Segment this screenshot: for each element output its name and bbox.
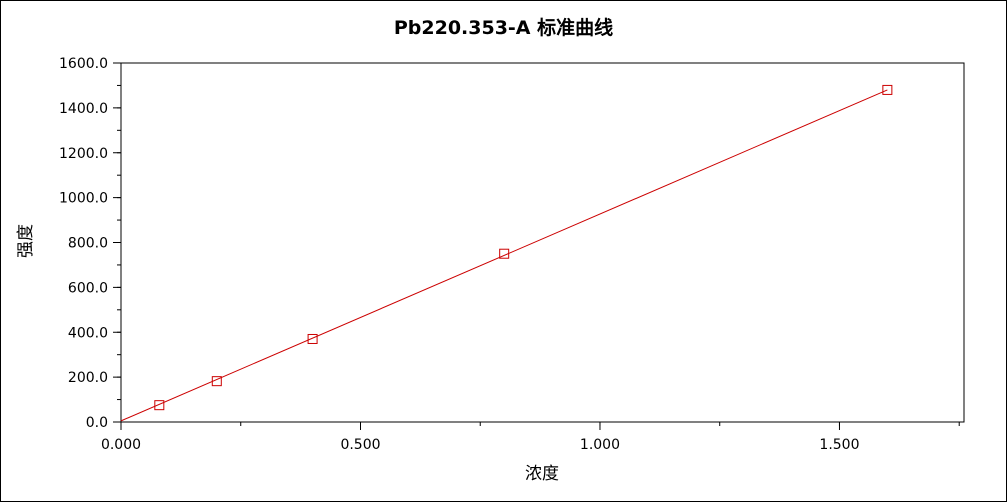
data-point	[882, 84, 893, 95]
y-tick-label: 1600.0	[59, 56, 108, 72]
y-tick-label: 0.0	[86, 415, 108, 431]
chart-title: Pb220.353-A 标准曲线	[393, 17, 614, 39]
data-point	[211, 376, 222, 387]
y-axis: 0.0 200.0 400.0 600.0 800.0 1000.0 1200.0 1400.…	[59, 56, 121, 431]
y-tick-label: 1000.0	[59, 191, 108, 207]
plot-area	[120, 62, 965, 423]
y-tick-label: 800.0	[68, 236, 108, 252]
y-tick-label: 200.0	[68, 370, 108, 386]
data-point	[154, 400, 165, 411]
x-axis-label: 浓度	[525, 464, 559, 484]
x-axis: 0.000 0.500 1.000 1.500	[101, 422, 960, 453]
data-point	[307, 333, 318, 344]
y-tick-label: 1400.0	[59, 101, 108, 117]
fit-line	[120, 89, 888, 422]
x-tick-label: 0.000	[101, 437, 141, 453]
y-tick-label: 400.0	[68, 325, 108, 341]
data-point	[499, 248, 510, 259]
y-axis-label: 强度	[16, 224, 36, 258]
x-tick-label: 1.000	[580, 437, 620, 453]
x-tick-label: 1.500	[819, 437, 859, 453]
x-tick-label: 0.500	[340, 437, 380, 453]
fit-line-layer	[120, 89, 888, 422]
y-tick-label: 600.0	[68, 280, 108, 296]
data-points-layer	[154, 84, 893, 411]
y-tick-label: 1200.0	[59, 146, 108, 162]
